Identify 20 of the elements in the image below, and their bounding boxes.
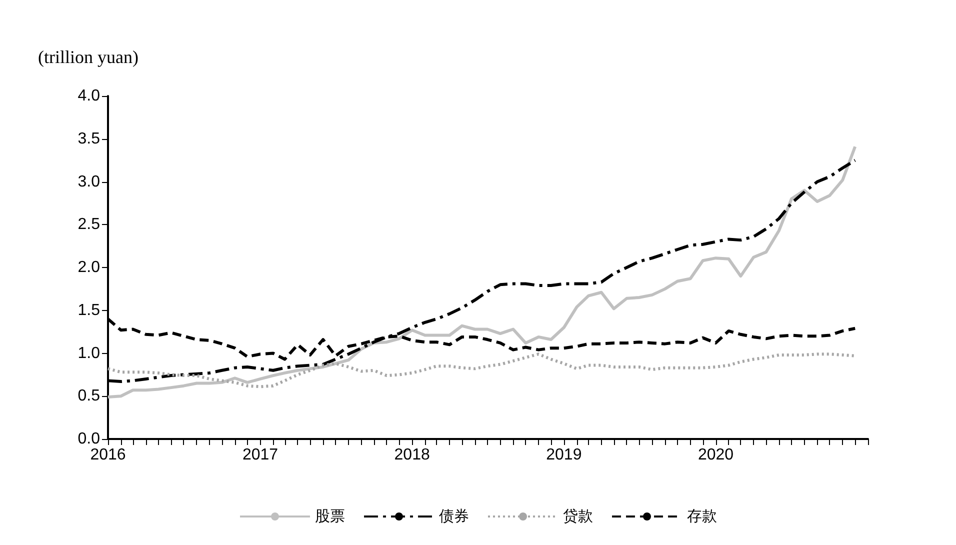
y-tick-label: 1.0 <box>78 344 100 362</box>
y-axis-title: (trillion yuan) <box>38 47 138 67</box>
x-tick-label: 2017 <box>242 446 278 464</box>
y-tick-label: 3.0 <box>78 173 100 190</box>
line-series <box>106 352 857 388</box>
legend-label: 存款 <box>687 508 717 525</box>
y-tick-label: 3.5 <box>78 130 100 148</box>
y-tick-label: 2.0 <box>78 259 100 276</box>
legend-label: 贷款 <box>563 508 593 525</box>
x-tick-label: 2020 <box>698 446 734 464</box>
legend-label: 债券 <box>439 508 469 525</box>
x-tick-label: 2018 <box>394 446 430 464</box>
y-tick-label: 0.0 <box>78 430 100 448</box>
legend-label: 股票 <box>315 508 345 525</box>
y-tick-label: 0.5 <box>78 388 100 405</box>
y-tick-label: 1.5 <box>78 302 100 319</box>
y-tick-label: 2.5 <box>78 216 100 234</box>
y-tick-label: 4.0 <box>78 88 100 104</box>
x-tick-label: 2016 <box>90 446 126 464</box>
x-tick-label: 2019 <box>546 446 582 464</box>
